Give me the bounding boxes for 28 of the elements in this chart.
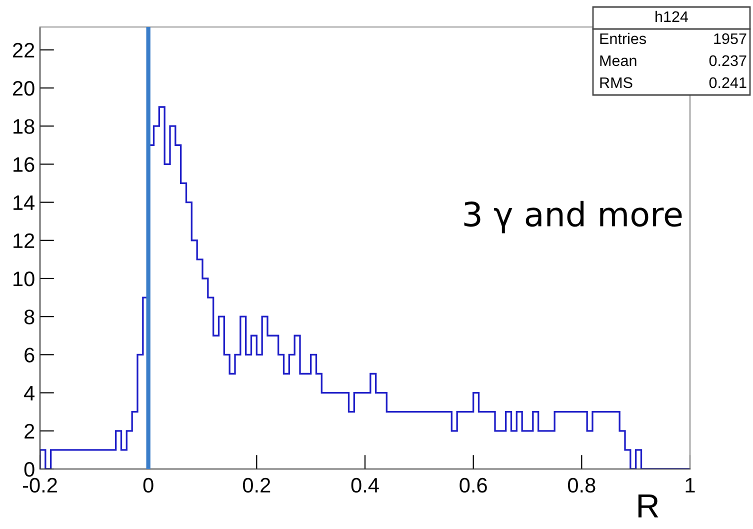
annotation: RMS (600, 77, 632, 88)
annotation: Mean (600, 55, 636, 66)
y-tick-label: 22 (13, 42, 34, 58)
x-tick-label: 1 (686, 478, 695, 492)
annotation: 3 γ and more (464, 200, 682, 234)
y-tick-label: 4 (24, 386, 35, 400)
text: h124 (656, 10, 688, 22)
x-tick-label: 0 (143, 478, 154, 493)
text: 0.241 (709, 77, 746, 88)
x-tick-label: 0.2 (243, 478, 270, 493)
y-tick-label: 18 (14, 119, 34, 134)
x-tick-label: -0.2 (22, 478, 57, 493)
x-axis-title: R (638, 494, 658, 518)
y-tick-label: 16 (14, 157, 34, 172)
y-tick-label: 12 (14, 233, 34, 248)
y-tick-label: 8 (24, 310, 34, 324)
text: 1957 (714, 33, 746, 44)
y-tick-label: 2 (24, 424, 34, 438)
y-tick-label: 10 (14, 271, 34, 286)
text: 0.237 (709, 55, 746, 66)
x-tick-label: 0.6 (460, 478, 487, 493)
y-tick-label: 0 (24, 462, 34, 477)
y-tick-label: 14 (14, 195, 35, 210)
annotation: Entries (600, 32, 646, 44)
y-tick-label: 20 (13, 80, 34, 96)
y-tick-label: 6 (24, 348, 34, 362)
x-tick-label: 0.8 (568, 478, 596, 493)
x-tick-label: 0.4 (351, 478, 379, 493)
